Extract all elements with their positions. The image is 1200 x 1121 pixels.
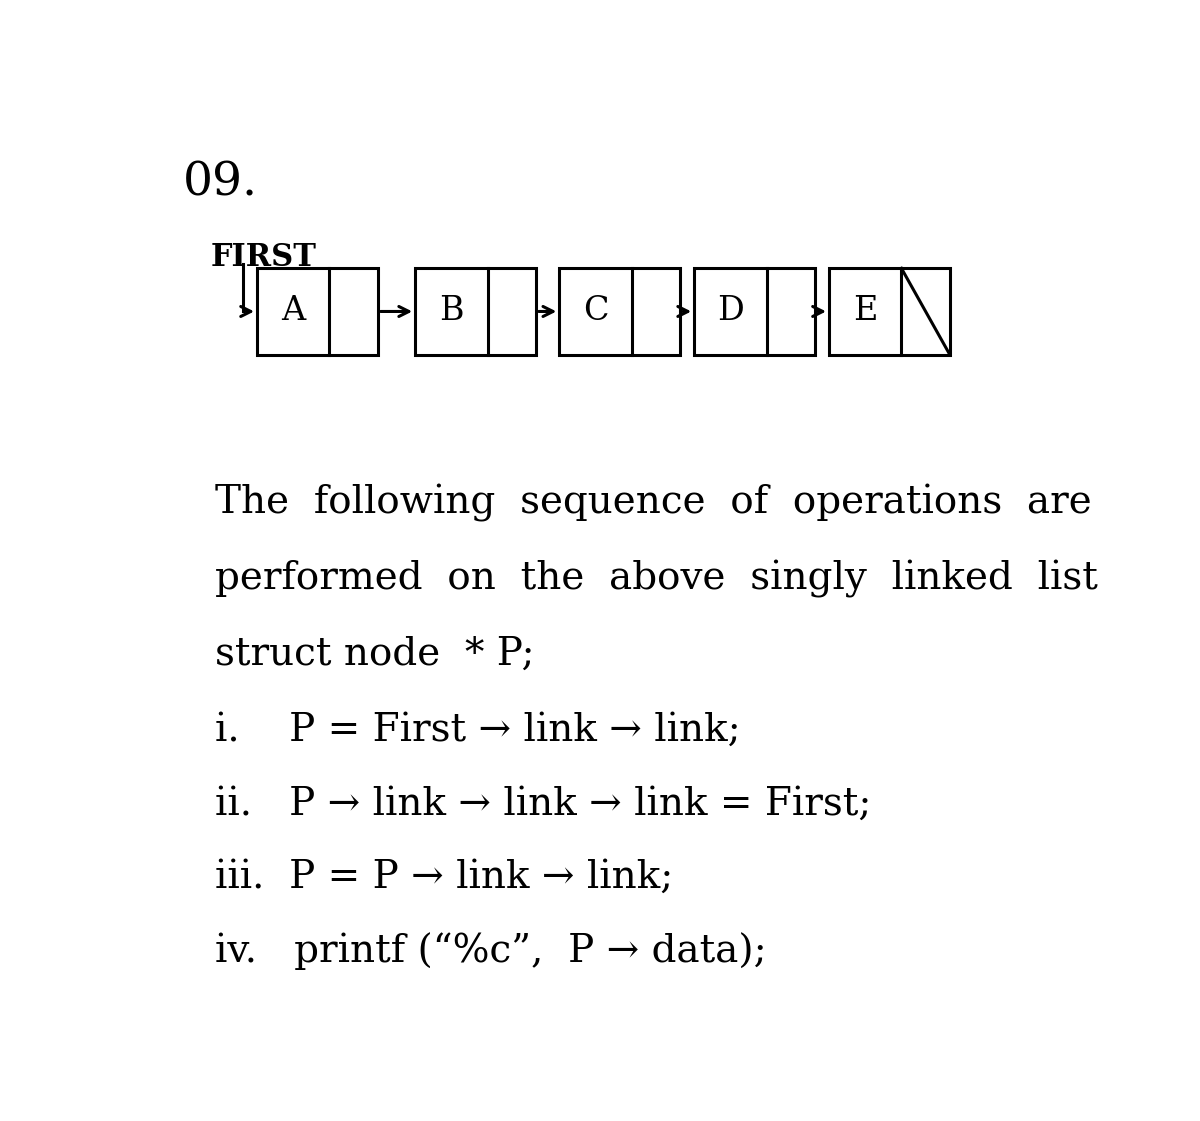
Text: ii.   P → link → link → link = First;: ii. P → link → link → link = First; xyxy=(215,786,871,823)
Text: The  following  sequence  of  operations  are: The following sequence of operations are xyxy=(215,484,1092,522)
Bar xyxy=(694,268,815,354)
Bar xyxy=(415,268,536,354)
Text: D: D xyxy=(716,296,744,327)
Text: E: E xyxy=(853,296,877,327)
Text: iv.   printf (“%c”,  P → data);: iv. printf (“%c”, P → data); xyxy=(215,932,767,970)
Text: B: B xyxy=(439,296,463,327)
Text: C: C xyxy=(583,296,608,327)
Text: 09.: 09. xyxy=(182,160,258,205)
Bar xyxy=(559,268,680,354)
Text: A: A xyxy=(281,296,305,327)
Bar xyxy=(829,268,950,354)
Text: FIRST: FIRST xyxy=(210,242,317,274)
Text: iii.  P = P → link → link;: iii. P = P → link → link; xyxy=(215,859,673,896)
Bar xyxy=(257,268,378,354)
Text: performed  on  the  above  singly  linked  list: performed on the above singly linked lis… xyxy=(215,560,1098,599)
Text: struct node  * P;: struct node * P; xyxy=(215,636,535,673)
Text: i.    P = First → link → link;: i. P = First → link → link; xyxy=(215,712,740,749)
